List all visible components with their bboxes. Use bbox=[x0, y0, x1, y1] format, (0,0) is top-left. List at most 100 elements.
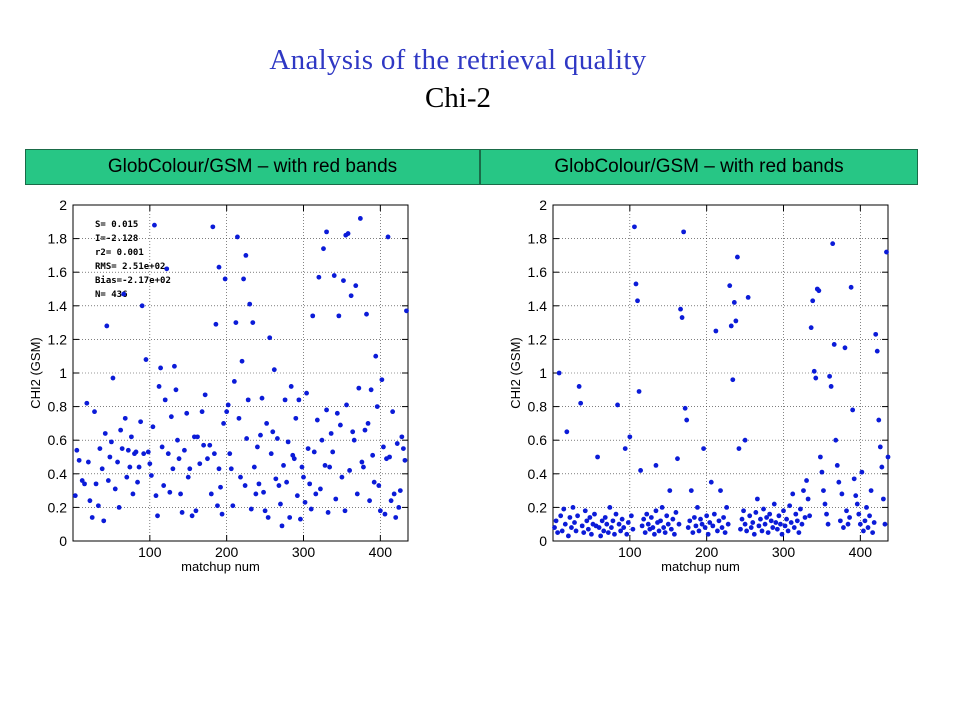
data-point bbox=[576, 384, 582, 389]
data-point bbox=[750, 520, 756, 525]
data-point bbox=[205, 456, 210, 462]
data-point bbox=[624, 531, 630, 537]
data-point bbox=[802, 515, 808, 520]
data-point bbox=[877, 444, 883, 450]
data-point bbox=[585, 526, 591, 532]
data-point bbox=[242, 483, 248, 488]
data-point bbox=[695, 505, 700, 510]
data-point bbox=[691, 515, 697, 520]
y-tick-label: 1 bbox=[59, 365, 67, 381]
data-point bbox=[817, 454, 823, 460]
x-tick-label: 300 bbox=[772, 544, 796, 560]
data-point bbox=[125, 447, 131, 453]
data-point bbox=[589, 531, 594, 537]
data-point bbox=[104, 323, 110, 329]
data-point bbox=[844, 508, 849, 514]
data-point bbox=[102, 431, 108, 436]
data-point bbox=[79, 478, 85, 483]
data-point bbox=[101, 518, 107, 524]
data-point bbox=[164, 266, 170, 272]
data-point bbox=[765, 530, 771, 535]
data-point bbox=[99, 466, 105, 472]
y-axis-title: CHI2 (GSM) bbox=[508, 337, 523, 409]
data-point bbox=[224, 409, 230, 415]
data-point bbox=[324, 407, 329, 413]
data-point bbox=[143, 357, 149, 362]
data-point bbox=[95, 503, 101, 509]
y-tick-label: 0 bbox=[59, 533, 67, 549]
data-point bbox=[882, 521, 888, 527]
data-point bbox=[302, 499, 308, 505]
data-point bbox=[853, 493, 859, 499]
stats-line: I=-2.128 bbox=[95, 234, 138, 244]
data-point bbox=[596, 525, 602, 530]
data-point bbox=[259, 395, 265, 401]
data-point bbox=[330, 449, 336, 455]
data-point bbox=[344, 402, 349, 408]
data-point bbox=[325, 510, 331, 515]
data-point bbox=[767, 511, 773, 517]
data-point bbox=[658, 518, 663, 524]
data-point bbox=[678, 306, 683, 312]
data-point bbox=[314, 417, 320, 423]
data-point bbox=[391, 491, 397, 497]
data-point bbox=[668, 526, 674, 532]
data-point bbox=[270, 429, 276, 435]
data-point bbox=[379, 377, 385, 383]
data-point bbox=[857, 521, 863, 527]
data-point bbox=[182, 447, 187, 453]
data-point bbox=[811, 368, 817, 374]
data-point bbox=[276, 483, 282, 488]
data-point bbox=[109, 439, 114, 445]
data-point bbox=[688, 488, 694, 493]
data-point bbox=[273, 476, 279, 482]
data-point bbox=[397, 488, 403, 493]
data-point bbox=[816, 288, 822, 294]
data-point bbox=[716, 518, 722, 524]
data-point bbox=[388, 498, 394, 504]
data-point bbox=[621, 525, 627, 530]
data-point bbox=[141, 451, 147, 457]
data-point bbox=[851, 476, 857, 482]
data-point bbox=[128, 434, 134, 440]
data-point bbox=[76, 457, 82, 463]
data-point bbox=[299, 464, 305, 470]
data-point bbox=[285, 439, 291, 445]
data-point bbox=[715, 528, 720, 534]
data-point bbox=[595, 454, 600, 460]
scatter-chart-right: 100 200 300 400 0 0.2 0.4 0.6 0.8 1 1.2 1.4 1.6 1.8 2 m… bbox=[508, 197, 891, 574]
data-point bbox=[661, 525, 667, 530]
scatter-points bbox=[72, 216, 409, 529]
data-point bbox=[390, 409, 396, 415]
data-point bbox=[636, 389, 642, 394]
data-point bbox=[867, 513, 872, 519]
slide-title: Analysis of the retrieval quality bbox=[269, 44, 647, 76]
data-point bbox=[622, 446, 628, 451]
y-tick-label: 2 bbox=[539, 197, 547, 213]
data-point bbox=[847, 515, 852, 520]
data-point bbox=[880, 496, 886, 502]
data-point bbox=[727, 283, 733, 289]
data-point bbox=[341, 278, 346, 283]
data-point bbox=[279, 523, 285, 529]
data-point bbox=[671, 531, 677, 537]
data-point bbox=[670, 516, 676, 522]
data-point bbox=[645, 521, 651, 527]
stats-line: r2= 0.001 bbox=[95, 248, 144, 258]
data-point bbox=[684, 417, 690, 423]
data-point bbox=[833, 437, 839, 443]
data-point bbox=[822, 501, 828, 507]
x-axis-title: matchup num bbox=[181, 559, 260, 574]
data-point bbox=[827, 373, 833, 379]
data-point bbox=[107, 454, 113, 460]
data-point bbox=[682, 405, 688, 411]
data-point bbox=[264, 421, 270, 426]
data-point bbox=[82, 481, 87, 487]
data-point bbox=[741, 508, 746, 514]
data-point bbox=[845, 521, 851, 527]
data-point bbox=[850, 407, 856, 413]
data-point bbox=[745, 295, 751, 300]
data-point bbox=[599, 518, 605, 524]
stats-line: S= 0.015 bbox=[95, 220, 138, 230]
x-tick-label: 300 bbox=[292, 544, 316, 560]
